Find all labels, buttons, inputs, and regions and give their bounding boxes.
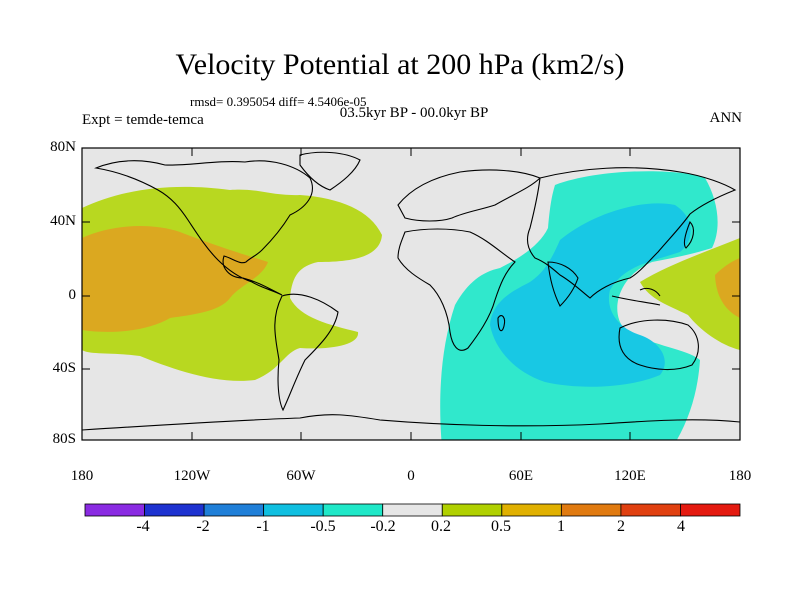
colorbar-swatch bbox=[382, 503, 443, 517]
lon-label-60w: 60W bbox=[286, 468, 316, 484]
pacific-moderate-positive-core bbox=[82, 226, 268, 332]
colorbar-label: -0.2 bbox=[370, 518, 396, 535]
colorbar-swatch bbox=[680, 503, 741, 517]
coastlines bbox=[82, 151, 740, 431]
lon-ticks bbox=[81, 148, 741, 440]
colorbar-label: 1 bbox=[557, 518, 565, 535]
lon-label-180w: 180 bbox=[70, 468, 94, 484]
colorbar-swatch bbox=[501, 503, 562, 517]
colorbar-label: 0.5 bbox=[491, 518, 511, 535]
coast-australia bbox=[618, 319, 699, 371]
pacific-inner-positive bbox=[185, 327, 242, 350]
lon-label-120w: 120W bbox=[173, 468, 211, 484]
colorbar-swatch bbox=[144, 503, 205, 517]
coast-africa bbox=[397, 228, 516, 351]
colorbar-label: -2 bbox=[196, 518, 210, 535]
coast-antarctica bbox=[82, 414, 740, 431]
experiment-label: Expt = temde-temca bbox=[82, 112, 204, 128]
lon-label-120e: 120E bbox=[614, 468, 646, 484]
stats-line: rmsd= 0.395054 diff= 4.5406e-05 bbox=[190, 94, 367, 109]
west-pacific-positive-region bbox=[640, 238, 740, 350]
colorbar-label: -4 bbox=[136, 518, 150, 535]
colorbar-label: 0.2 bbox=[431, 518, 451, 535]
dateline-moderate-positive bbox=[715, 258, 740, 318]
colorbar-swatch bbox=[620, 503, 681, 517]
colorbar-swatch bbox=[441, 503, 503, 517]
colorbar-swatch bbox=[322, 503, 384, 517]
colorbar-label: -1 bbox=[256, 518, 270, 535]
coast-asia bbox=[526, 167, 737, 299]
colorbar-swatch bbox=[560, 503, 622, 517]
lon-label-180e: 180 bbox=[728, 468, 752, 484]
colorbar-swatch bbox=[263, 503, 324, 517]
coast-greenland bbox=[299, 151, 361, 191]
lon-label-60e: 60E bbox=[508, 468, 534, 484]
indopacific-moderate-negative-core bbox=[490, 203, 691, 387]
coast-indonesia bbox=[611, 287, 661, 306]
colorbar-swatch bbox=[84, 503, 145, 517]
contour-fields bbox=[82, 151, 740, 440]
coast-india bbox=[547, 261, 579, 307]
colorbar bbox=[84, 503, 741, 517]
coast-north-america bbox=[94, 160, 313, 296]
lat-ticks bbox=[82, 147, 740, 441]
coast-japan bbox=[683, 221, 695, 249]
lat-label-0: 0 bbox=[68, 287, 77, 303]
colorbar-label: -0.5 bbox=[310, 518, 336, 535]
colorbar-label: 4 bbox=[677, 518, 685, 535]
lat-label-80n: 80N bbox=[50, 139, 76, 155]
coast-south-america bbox=[274, 293, 339, 412]
colorbar-swatch bbox=[203, 503, 265, 517]
coast-europe bbox=[397, 169, 541, 222]
coast-madagascar bbox=[497, 315, 506, 332]
season-label: ANN bbox=[709, 110, 743, 126]
period-label: 03.5kyr BP - 00.0kyr BP bbox=[339, 105, 489, 121]
lat-label-80s: 80S bbox=[52, 431, 76, 447]
lat-label-40s: 40S bbox=[52, 360, 76, 376]
colorbar-label: 2 bbox=[617, 518, 625, 535]
lat-label-40n: 40N bbox=[50, 213, 76, 229]
lon-label-0: 0 bbox=[407, 468, 415, 484]
plot-title: Velocity Potential at 200 hPa (km2/s) bbox=[175, 48, 625, 81]
